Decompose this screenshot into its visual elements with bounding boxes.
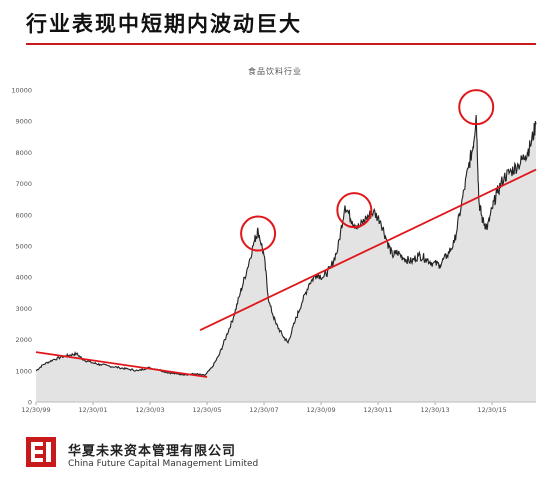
y-tick-label: 3000 (15, 305, 32, 313)
x-tick-label: 12/30/07 (249, 406, 278, 414)
y-tick-label: 4000 (15, 274, 32, 282)
y-tick-label: 0 (28, 399, 32, 407)
y-tick-label: 5000 (15, 243, 32, 251)
chart-title: 食品饮料行业 (248, 67, 302, 76)
x-axis-ticks: 12/30/99 12/30/01 12/30/03 12/30/05 12/30/07… (21, 402, 507, 414)
company-logo-icon (26, 437, 56, 467)
x-tick-label: 12/30/03 (135, 406, 164, 414)
company-name-cn: 华夏未来资本管理有限公司 (68, 444, 237, 459)
x-tick-label: 12/30/05 (192, 406, 221, 414)
x-tick-label: 12/30/01 (78, 406, 107, 414)
y-tick-label: 1000 (15, 367, 32, 375)
trend-line (35, 351, 208, 378)
x-tick-label: 12/30/11 (363, 406, 392, 414)
highlight-circle (458, 89, 495, 126)
title-rule (26, 43, 536, 45)
annotations (35, 89, 537, 378)
y-axis-ticks: 0 1000 2000 3000 4000 5000 6000 7000 8000 9000 100… (11, 87, 32, 407)
company-name-en: China Future Capital Management Limited (68, 459, 259, 469)
trend-line (199, 168, 537, 332)
x-tick-label: 12/30/99 (21, 406, 50, 414)
x-tick-label: 12/30/09 (306, 406, 335, 414)
series-area (36, 115, 536, 402)
y-tick-label: 7000 (15, 180, 32, 188)
highlight-circle (336, 192, 373, 229)
highlight-circle (240, 215, 277, 252)
y-tick-label: 10000 (11, 87, 32, 95)
y-tick-label: 2000 (15, 336, 32, 344)
x-tick-label: 12/30/15 (477, 406, 506, 414)
y-tick-label: 9000 (15, 118, 32, 126)
y-tick-label: 8000 (15, 149, 32, 157)
x-tick-label: 12/30/13 (420, 406, 449, 414)
slide-title: 行业表现中短期内波动巨大 (26, 12, 302, 36)
series-line (35, 114, 537, 377)
y-tick-label: 6000 (15, 211, 32, 219)
